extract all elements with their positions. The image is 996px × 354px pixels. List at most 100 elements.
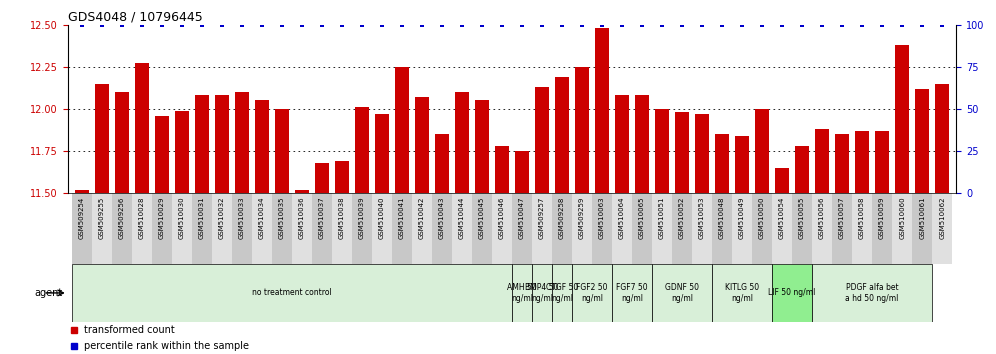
Text: PDGF alfa bet
a hd 50 ng/ml: PDGF alfa bet a hd 50 ng/ml — [846, 283, 898, 303]
Text: GSM510038: GSM510038 — [339, 196, 345, 239]
Text: agent: agent — [35, 288, 63, 298]
Text: GSM510042: GSM510042 — [419, 196, 425, 239]
Text: GSM510051: GSM510051 — [659, 196, 665, 239]
Bar — [292, 193, 312, 264]
Bar — [415, 97, 429, 193]
Bar — [215, 96, 229, 193]
Text: GSM510044: GSM510044 — [459, 196, 465, 239]
Text: LIF 50 ng/ml: LIF 50 ng/ml — [768, 289, 816, 297]
Text: GSM510058: GSM510058 — [860, 196, 866, 239]
Text: GSM509256: GSM509256 — [119, 196, 124, 239]
Text: GDNF 50
ng/ml: GDNF 50 ng/ml — [665, 283, 699, 303]
Text: GSM510029: GSM510029 — [158, 196, 164, 239]
Bar — [832, 193, 853, 264]
Text: GSM510039: GSM510039 — [359, 196, 365, 239]
Bar — [515, 151, 529, 193]
Bar — [174, 110, 189, 193]
Bar — [92, 193, 112, 264]
Bar — [675, 112, 689, 193]
Bar — [632, 193, 652, 264]
Bar — [512, 264, 532, 322]
Bar — [612, 264, 652, 322]
Bar — [595, 28, 609, 193]
Bar — [635, 96, 649, 193]
Bar — [872, 193, 892, 264]
Bar — [252, 193, 272, 264]
Bar — [391, 193, 412, 264]
Bar — [352, 193, 372, 264]
Bar — [895, 45, 909, 193]
Text: GSM510050: GSM510050 — [759, 196, 765, 239]
Bar — [795, 146, 809, 193]
Bar — [372, 193, 391, 264]
Bar — [255, 101, 269, 193]
Bar — [555, 77, 569, 193]
Text: GSM510063: GSM510063 — [599, 196, 605, 239]
Text: no treatment control: no treatment control — [252, 289, 332, 297]
Text: BMP4 50
ng/ml: BMP4 50 ng/ml — [525, 283, 559, 303]
Text: GSM510030: GSM510030 — [179, 196, 185, 239]
Bar — [812, 193, 832, 264]
Bar — [572, 264, 612, 322]
Text: percentile rank within the sample: percentile rank within the sample — [84, 341, 249, 351]
Text: GSM510062: GSM510062 — [939, 196, 945, 239]
Text: GSM510046: GSM510046 — [499, 196, 505, 239]
Text: FGF2 50
ng/ml: FGF2 50 ng/ml — [577, 283, 608, 303]
Text: GSM509258: GSM509258 — [559, 196, 565, 239]
Bar — [131, 193, 151, 264]
Bar — [853, 193, 872, 264]
Text: GSM510055: GSM510055 — [799, 196, 805, 239]
Bar — [695, 114, 709, 193]
Text: GSM510060: GSM510060 — [899, 196, 905, 239]
Bar — [575, 67, 589, 193]
Bar — [892, 193, 912, 264]
Bar — [112, 193, 131, 264]
Text: GSM510037: GSM510037 — [319, 196, 325, 239]
Text: GSM509255: GSM509255 — [99, 196, 105, 239]
Bar — [154, 115, 168, 193]
Bar — [312, 193, 332, 264]
Bar — [532, 264, 552, 322]
Bar — [792, 193, 812, 264]
Bar — [495, 146, 509, 193]
Text: GSM509259: GSM509259 — [579, 196, 585, 239]
Bar — [712, 193, 732, 264]
Bar — [655, 109, 669, 193]
Text: GSM510056: GSM510056 — [819, 196, 825, 239]
Bar — [732, 193, 752, 264]
Text: GSM510052: GSM510052 — [679, 196, 685, 239]
Bar — [134, 63, 148, 193]
Bar — [532, 193, 552, 264]
Bar — [772, 264, 812, 322]
Bar — [394, 67, 409, 193]
Bar — [612, 193, 632, 264]
Text: GSM510045: GSM510045 — [479, 196, 485, 239]
Bar — [935, 84, 949, 193]
Text: GSM510032: GSM510032 — [219, 196, 225, 239]
Bar — [75, 190, 89, 193]
Text: GSM510036: GSM510036 — [299, 196, 305, 239]
Text: GSM510048: GSM510048 — [719, 196, 725, 239]
Bar — [875, 131, 889, 193]
Text: AMH 50
ng/ml: AMH 50 ng/ml — [507, 283, 537, 303]
Text: GSM510049: GSM510049 — [739, 196, 745, 239]
Bar — [572, 193, 592, 264]
Bar — [735, 136, 749, 193]
Bar — [712, 264, 772, 322]
Bar — [275, 109, 289, 193]
Bar — [72, 264, 512, 322]
Bar — [592, 193, 612, 264]
Bar — [332, 193, 352, 264]
Bar — [512, 193, 532, 264]
Bar — [715, 134, 729, 193]
Bar — [171, 193, 192, 264]
Text: GSM510034: GSM510034 — [259, 196, 265, 239]
Bar — [355, 107, 369, 193]
Bar — [195, 96, 209, 193]
Text: CTGF 50
ng/ml: CTGF 50 ng/ml — [546, 283, 578, 303]
Text: GSM510035: GSM510035 — [279, 196, 285, 239]
Bar — [552, 264, 572, 322]
Bar — [315, 163, 329, 193]
Bar — [915, 89, 929, 193]
Text: KITLG 50
ng/ml: KITLG 50 ng/ml — [725, 283, 759, 303]
